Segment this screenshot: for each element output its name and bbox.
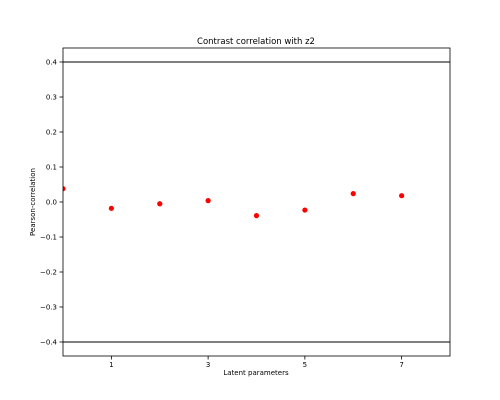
data-point	[302, 207, 308, 213]
y-tick-label: 0.2	[46, 129, 57, 137]
data-point	[108, 205, 114, 211]
y-tick-label: −0.4	[40, 339, 58, 347]
x-axis-label: Latent parameters	[223, 369, 289, 377]
y-tick-label: 0.4	[46, 59, 58, 67]
data-point	[205, 198, 211, 204]
x-tick-label: 7	[399, 361, 403, 369]
y-axis-label: Pearson-correlation	[29, 168, 37, 236]
y-tick-label: 0.1	[46, 164, 57, 172]
x-tick-label: 3	[206, 361, 210, 369]
x-tick-label: 5	[303, 361, 307, 369]
data-point	[350, 191, 356, 197]
y-axis: 0.4 0.3 0.2 0.1 0.0 −0.1 −0.2 −0.3 −0.4	[40, 59, 63, 347]
y-tick-label: 0.0	[46, 199, 57, 207]
data-point	[399, 193, 405, 199]
data-point	[157, 201, 163, 207]
plot-frame	[62, 47, 451, 357]
data-point	[253, 213, 260, 219]
data-point	[63, 186, 66, 192]
chart-title: Contrast correlation with z2	[197, 37, 315, 47]
plot-area	[63, 61, 450, 343]
y-tick-label: −0.1	[40, 234, 57, 242]
x-axis: 1 3 5 7	[109, 356, 404, 369]
y-tick-label: −0.3	[40, 304, 57, 312]
y-tick-label: −0.2	[40, 269, 57, 277]
x-tick-label: 1	[109, 361, 113, 369]
y-tick-label: 0.3	[46, 94, 57, 102]
